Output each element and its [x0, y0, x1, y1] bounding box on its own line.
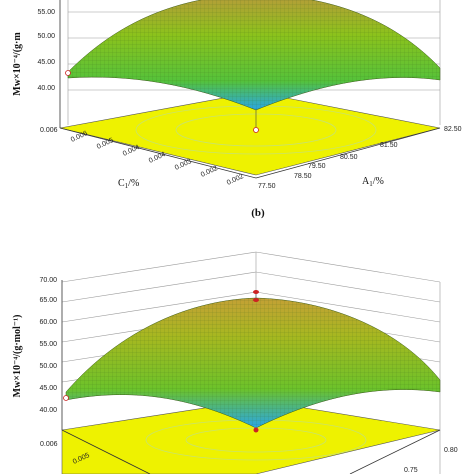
panel-b-z-tick: 70.00 — [39, 277, 57, 284]
panel-b-z-tick: 50.00 — [39, 363, 57, 370]
panel-b-z-ticks: 40.00 45.00 50.00 55.00 60.00 65.00 70.0… — [39, 277, 57, 414]
panel-a-c1-tick: 0.002 — [200, 165, 219, 179]
panel-a-a1-ticks: 77.50 78.50 79.50 80.50 81.50 82.50 — [258, 126, 462, 190]
panel-b-label: (b) — [251, 207, 265, 219]
panel-a-a1-axis — [255, 127, 441, 179]
panel-b-a1-ticks: 0.75 0.80 — [404, 447, 458, 474]
panel-a-a1-tick: 77.50 — [258, 183, 276, 190]
panel-a-a1-tick: 81.50 — [380, 142, 398, 149]
panel-a-z-ticks: 40.00 45.00 50.00 55.00 — [37, 9, 55, 92]
panel-a-a1-label: A1/% — [362, 176, 384, 188]
panel-a-z-tick: 50.00 — [37, 33, 55, 40]
panel-b-design-point-left — [63, 395, 69, 401]
panel-a-design-point-left — [65, 70, 71, 76]
panel-a-c1-tick: 0.005 — [96, 137, 115, 151]
panel-b-z-tick: 40.00 — [39, 407, 57, 414]
panel-b-a1-tick: 0.75 — [404, 467, 418, 474]
panel-a-design-point — [253, 127, 259, 133]
panel-a-c1-tick: 0.004 — [122, 144, 141, 158]
panel-b-z-tick: 60.00 — [39, 319, 57, 326]
panel-a-c1-tick: 0.003 — [174, 158, 193, 172]
panel-b-z-tick: 55.00 — [39, 341, 57, 348]
panel-a-a1-tick: 79.50 — [308, 163, 326, 170]
panel-a-c1-axis — [59, 127, 257, 179]
panel-b-design-point-top2 — [253, 298, 259, 302]
panel-b-a1-axis — [349, 429, 441, 474]
panel-a-ylabel: Mw×10⁻⁴/(g·m — [12, 32, 23, 96]
panel-a-c1-tick: 0.002 — [226, 173, 245, 187]
panel-a-c1-label: C1/% — [118, 178, 139, 190]
panel-a-z-tick: 45.00 — [37, 59, 55, 66]
panel-a-z-tick: 55.00 — [37, 9, 55, 16]
panel-b-z-tick: 45.00 — [39, 385, 57, 392]
panel-b-c1-tick: 0.006 — [40, 441, 58, 448]
panel-a-c1-tick: 0.006 — [40, 127, 58, 134]
panel-b-z-tick: 65.00 — [39, 297, 57, 304]
panel-b-design-point-bottom — [253, 427, 259, 433]
panel-a-z-tick: 40.00 — [37, 85, 55, 92]
panel-a-a1-tick: 80.50 — [340, 154, 358, 161]
panel-b-ylabel: Mw×10⁻⁴/(g·mol⁻¹) — [12, 315, 23, 398]
panel-b-surface-mesh — [66, 298, 440, 428]
panel-a-c1-tick: 0.006 — [70, 130, 89, 144]
panel-b-design-point-top — [253, 290, 259, 294]
panel-a: 40.00 45.00 50.00 55.00 Mw×10⁻⁴/(g·m 0.0… — [12, 0, 462, 190]
panel-a-a1-tick: 82.50 — [444, 126, 462, 133]
panel-a-a1-tick: 78.50 — [294, 173, 312, 180]
panel-b: 40.00 45.00 50.00 55.00 60.00 65.00 70.0… — [12, 251, 458, 474]
panel-a-surface-mesh — [68, 0, 440, 110]
panel-b-c1-axis — [61, 429, 151, 474]
panel-b-a1-tick: 0.80 — [444, 447, 458, 454]
panel-a-c1-tick: 0.004 — [148, 151, 167, 165]
